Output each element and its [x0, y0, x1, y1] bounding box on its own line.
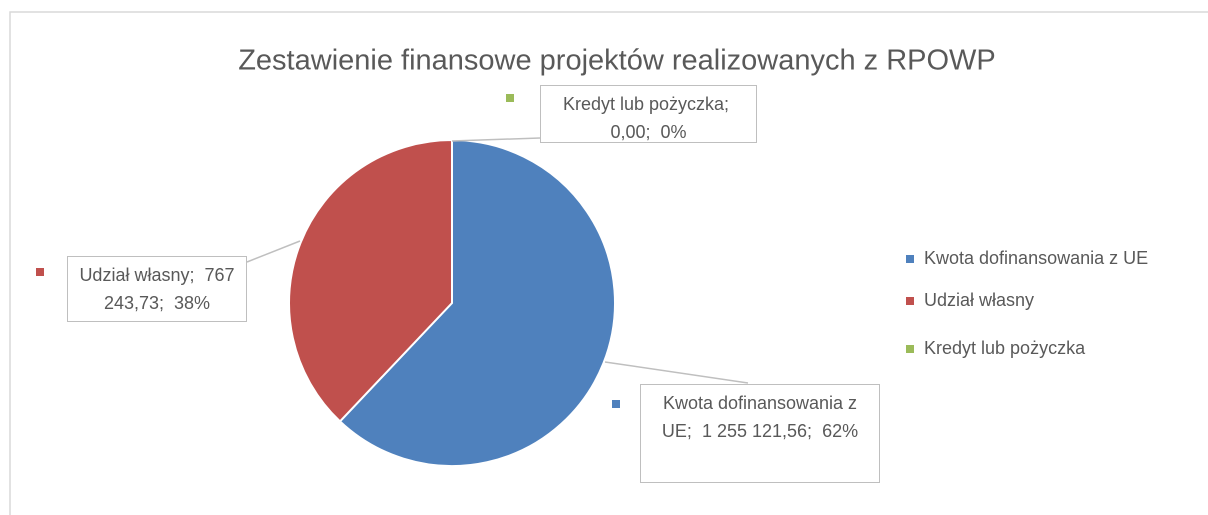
- data-label-marker: [36, 268, 44, 276]
- data-label-name: Kredyt lub pożyczka: [562, 94, 725, 114]
- chart-border: [9, 11, 1208, 515]
- data-label-separator: ;: [807, 421, 813, 441]
- legend-label: Kredyt lub pożyczka: [924, 338, 1086, 358]
- data-label-value: 1 255 121,56: [701, 421, 808, 441]
- data-label-separator: ;: [686, 421, 692, 441]
- legend-swatch: [906, 345, 914, 353]
- chart-title: Zestawienie finansowe projektów realizow…: [238, 45, 996, 77]
- pie-slice: [338, 138, 616, 467]
- data-label-value: 767 243,73: [103, 265, 235, 313]
- data-label: Kredyt lub pożyczka; 0,00; 0%: [540, 85, 757, 143]
- data-label-separator: ;: [645, 122, 651, 142]
- data-label-marker: [612, 400, 620, 408]
- data-label-marker: [506, 94, 514, 102]
- data-label-name: Kwota dofinansowania z UE: [661, 393, 858, 441]
- data-label-separator: ;: [159, 293, 165, 313]
- data-label-separator: ;: [189, 265, 195, 285]
- data-label-name: Udział własny: [79, 265, 190, 285]
- legend-label: Kwota dofinansowania z UE: [924, 248, 1148, 268]
- leader-line: [451, 137, 541, 142]
- data-label-value: 0,00: [610, 122, 646, 142]
- leader-line: [604, 361, 749, 384]
- legend-swatch: [906, 297, 914, 305]
- data-label-percent: 62%: [822, 421, 859, 441]
- data-label-percent: 38%: [174, 293, 211, 313]
- pie-slice: [288, 138, 453, 423]
- leader-line: [246, 240, 301, 263]
- data-label: Udział własny; 767 243,73; 38%: [67, 256, 247, 322]
- legend-label: Udział własny: [924, 290, 1034, 310]
- data-label-percent: 0%: [660, 122, 687, 142]
- data-label-separator: ;: [724, 94, 730, 114]
- legend-swatch: [906, 255, 914, 263]
- data-label: Kwota dofinansowania z UE; 1 255 121,56;…: [640, 384, 880, 483]
